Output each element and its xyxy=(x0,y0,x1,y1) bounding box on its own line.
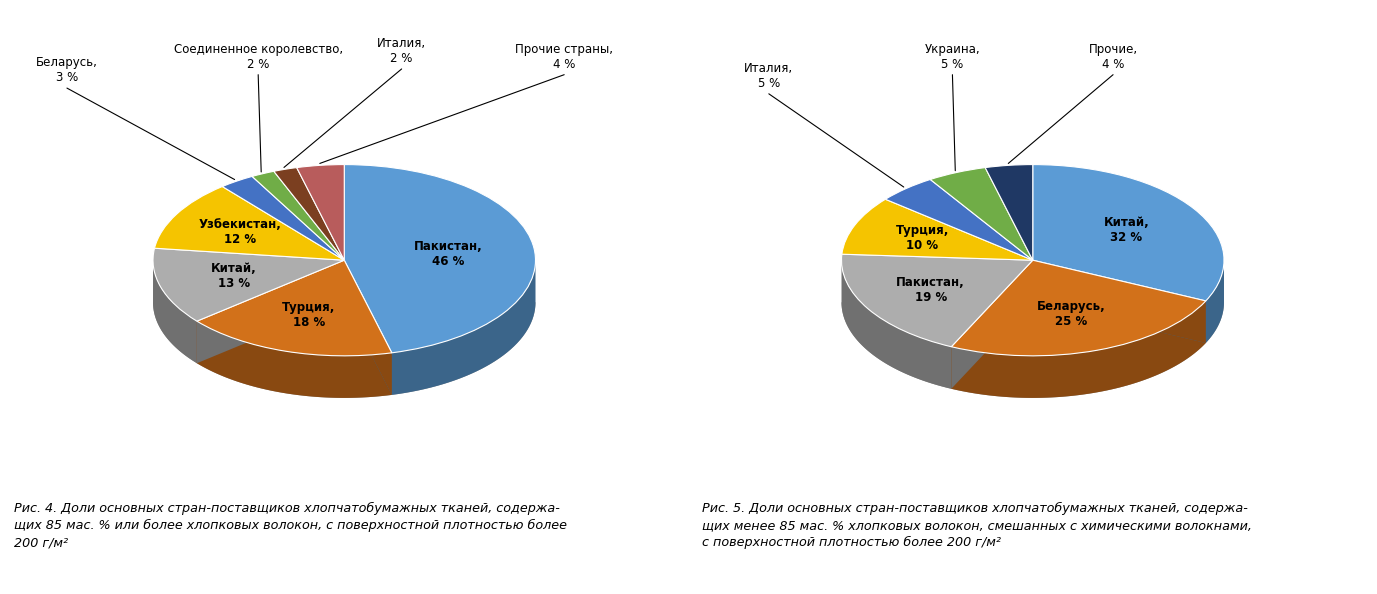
Wedge shape xyxy=(154,187,344,260)
Polygon shape xyxy=(1206,261,1224,343)
Text: Китай,
13 %: Китай, 13 % xyxy=(211,262,257,290)
Wedge shape xyxy=(952,260,1206,356)
Polygon shape xyxy=(344,260,392,395)
Polygon shape xyxy=(1033,260,1206,343)
Text: Соединенное королевство,
2 %: Соединенное королевство, 2 % xyxy=(174,43,343,71)
Polygon shape xyxy=(197,260,344,363)
Text: Беларусь,
25 %: Беларусь, 25 % xyxy=(1037,300,1106,328)
Polygon shape xyxy=(153,261,197,363)
Wedge shape xyxy=(885,179,1033,260)
Text: Рис. 4. Доли основных стран-поставщиков хлопчатобумажных тканей, содержа-
щих 85: Рис. 4. Доли основных стран-поставщиков … xyxy=(14,502,567,549)
Polygon shape xyxy=(952,260,1033,389)
Text: Пакистан,
46 %: Пакистан, 46 % xyxy=(414,239,483,268)
Wedge shape xyxy=(985,165,1033,260)
Polygon shape xyxy=(197,321,392,398)
Wedge shape xyxy=(296,165,344,260)
Polygon shape xyxy=(392,260,536,395)
Polygon shape xyxy=(841,302,1224,398)
Text: Турция,
10 %: Турция, 10 % xyxy=(896,225,949,252)
Wedge shape xyxy=(1033,165,1224,301)
Text: Италия,
2 %: Италия, 2 % xyxy=(377,37,427,65)
Text: Китай,
32 %: Китай, 32 % xyxy=(1103,216,1150,245)
Wedge shape xyxy=(931,168,1033,260)
Wedge shape xyxy=(344,165,536,353)
Wedge shape xyxy=(197,260,392,356)
Text: Турция,
18 %: Турция, 18 % xyxy=(282,301,336,328)
Wedge shape xyxy=(153,248,344,321)
Wedge shape xyxy=(841,199,1033,260)
Wedge shape xyxy=(222,176,344,260)
Wedge shape xyxy=(252,171,344,260)
Polygon shape xyxy=(153,302,536,398)
Polygon shape xyxy=(952,301,1206,398)
Polygon shape xyxy=(952,260,1033,389)
Polygon shape xyxy=(1033,260,1206,343)
Text: Прочие,
4 %: Прочие, 4 % xyxy=(1088,43,1137,71)
Polygon shape xyxy=(197,260,344,363)
Text: Пакистан,
19 %: Пакистан, 19 % xyxy=(896,276,965,304)
Wedge shape xyxy=(274,168,344,260)
Text: Италия,
5 %: Италия, 5 % xyxy=(744,62,793,90)
Text: Прочие страны,
4 %: Прочие страны, 4 % xyxy=(515,43,613,71)
Wedge shape xyxy=(841,254,1033,347)
Text: Узбекистан,
12 %: Узбекистан, 12 % xyxy=(198,217,282,246)
Text: Беларусь,
3 %: Беларусь, 3 % xyxy=(36,56,98,84)
Polygon shape xyxy=(841,261,952,389)
Polygon shape xyxy=(344,260,392,395)
Text: Рис. 5. Доли основных стран-поставщиков хлопчатобумажных тканей, содержа-
щих ме: Рис. 5. Доли основных стран-поставщиков … xyxy=(702,502,1252,549)
Text: Украина,
5 %: Украина, 5 % xyxy=(924,43,980,71)
